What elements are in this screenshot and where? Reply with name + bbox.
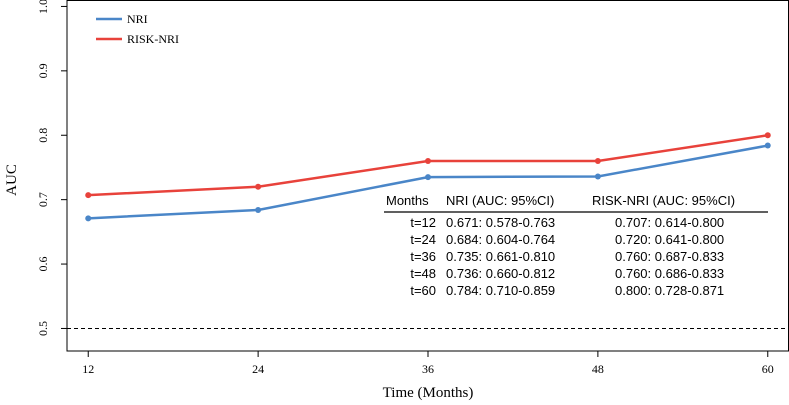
x-axis-title: Time (Months) — [383, 385, 474, 401]
data-point-risk-nri — [425, 158, 431, 165]
table-header: NRI (AUC: 95%CI) — [446, 193, 554, 208]
x-tick-label: 12 — [82, 362, 94, 376]
y-tick-label: 0.7 — [36, 192, 50, 207]
table-cell-month: t=24 — [410, 232, 436, 247]
data-point-risk-nri — [764, 132, 771, 139]
y-tick-label: 1.0 — [36, 0, 50, 14]
table-cell-month: t=48 — [410, 266, 436, 281]
data-point-nri — [425, 174, 431, 181]
x-tick-label: 24 — [252, 362, 264, 376]
table-cell-month: t=36 — [410, 249, 436, 264]
table-cell-nri: 0.784: 0.710-0.859 — [446, 283, 555, 298]
data-point-risk-nri — [255, 183, 262, 190]
table-cell-nri: 0.736: 0.660-0.812 — [446, 266, 555, 281]
table-cell-nri: 0.671: 0.578-0.763 — [446, 215, 555, 230]
y-tick-label: 0.8 — [36, 128, 50, 143]
data-point-risk-nri — [594, 158, 601, 165]
table-cell-month: t=12 — [410, 215, 436, 230]
data-point-nri — [255, 206, 262, 213]
legend-label: NRI — [127, 12, 148, 26]
table-cell-nri: 0.684: 0.604-0.764 — [446, 232, 555, 247]
table-cell-risk-nri: 0.760: 0.686-0.833 — [615, 266, 724, 281]
table-header: Months — [386, 193, 429, 208]
y-tick-label: 0.6 — [36, 257, 50, 272]
data-point-nri — [85, 215, 92, 222]
x-tick-label: 60 — [762, 362, 774, 376]
table-cell-risk-nri: 0.720: 0.641-0.800 — [615, 232, 724, 247]
x-tick-label: 48 — [592, 362, 604, 376]
legend-label: RISK-NRI — [127, 32, 179, 46]
table-cell-risk-nri: 0.760: 0.687-0.833 — [615, 249, 724, 264]
table-cell-nri: 0.735: 0.661-0.810 — [446, 249, 555, 264]
table-header: RISK-NRI (AUC: 95%CI) — [592, 193, 735, 208]
table-cell-month: t=60 — [410, 283, 436, 298]
data-point-nri — [594, 173, 601, 180]
y-tick-label: 0.5 — [36, 321, 50, 336]
data-point-risk-nri — [85, 192, 92, 199]
x-tick-label: 36 — [422, 362, 434, 376]
y-tick-label: 0.9 — [36, 63, 50, 78]
y-axis-title: AUC — [4, 164, 20, 196]
data-point-nri — [764, 142, 771, 149]
table-cell-risk-nri: 0.800: 0.728-0.871 — [615, 283, 724, 298]
table-cell-risk-nri: 0.707: 0.614-0.800 — [615, 215, 724, 230]
